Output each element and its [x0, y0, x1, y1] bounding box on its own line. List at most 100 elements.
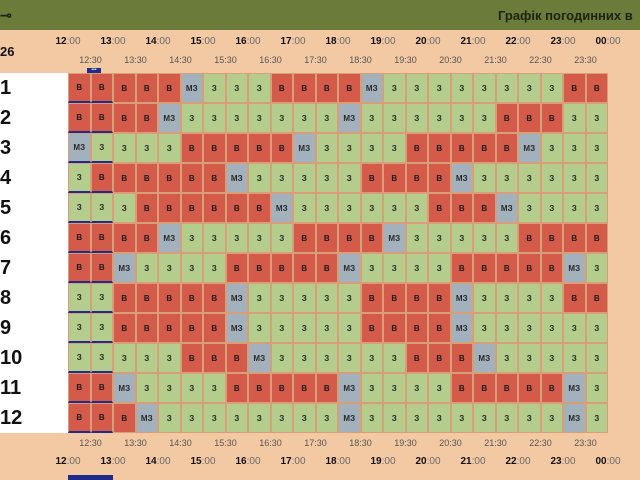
schedule-cell[interactable]: В	[270, 373, 293, 403]
schedule-cell[interactable]: З	[540, 133, 563, 163]
schedule-cell[interactable]: МЗ	[338, 403, 361, 433]
schedule-cell[interactable]: В	[135, 313, 158, 343]
schedule-cell[interactable]: З	[203, 73, 226, 103]
schedule-cell[interactable]: В	[135, 223, 158, 253]
schedule-cell[interactable]: З	[68, 163, 91, 193]
menu-icon[interactable]: ⊸	[0, 7, 12, 23]
schedule-cell[interactable]: МЗ	[135, 403, 158, 433]
schedule-cell[interactable]: В	[180, 283, 203, 313]
schedule-cell[interactable]: З	[450, 103, 473, 133]
schedule-cell[interactable]: В	[180, 193, 203, 223]
schedule-cell[interactable]: З	[68, 343, 91, 373]
schedule-cell[interactable]: В	[428, 343, 451, 373]
schedule-cell[interactable]: В	[68, 253, 91, 283]
schedule-cell[interactable]: МЗ	[450, 283, 473, 313]
schedule-cell[interactable]: МЗ	[113, 253, 136, 283]
schedule-cell[interactable]: З	[473, 103, 496, 133]
schedule-cell[interactable]: З	[135, 373, 158, 403]
schedule-cell[interactable]: МЗ	[338, 253, 361, 283]
schedule-cell[interactable]: В	[518, 253, 541, 283]
schedule-cell[interactable]: З	[585, 373, 608, 403]
schedule-cell[interactable]: З	[338, 193, 361, 223]
schedule-cell[interactable]: З	[473, 73, 496, 103]
schedule-cell[interactable]: В	[113, 103, 136, 133]
schedule-cell[interactable]: З	[540, 163, 563, 193]
schedule-cell[interactable]: В	[338, 73, 361, 103]
schedule-cell[interactable]: З	[180, 223, 203, 253]
schedule-cell[interactable]: МЗ	[293, 133, 316, 163]
schedule-cell[interactable]: З	[360, 253, 383, 283]
schedule-cell[interactable]: З	[450, 223, 473, 253]
schedule-cell[interactable]: З	[248, 403, 271, 433]
schedule-cell[interactable]: З	[293, 283, 316, 313]
schedule-cell[interactable]: З	[158, 253, 181, 283]
schedule-cell[interactable]: З	[585, 253, 608, 283]
schedule-cell[interactable]: З	[203, 103, 226, 133]
schedule-cell[interactable]: В	[450, 133, 473, 163]
schedule-cell[interactable]: З	[203, 373, 226, 403]
schedule-cell[interactable]: З	[405, 73, 428, 103]
schedule-cell[interactable]: В	[68, 103, 91, 133]
schedule-cell[interactable]: В	[585, 223, 608, 253]
schedule-cell[interactable]: В	[293, 73, 316, 103]
schedule-cell[interactable]: В	[135, 103, 158, 133]
schedule-cell[interactable]: В	[360, 223, 383, 253]
schedule-cell[interactable]: В	[158, 283, 181, 313]
schedule-cell[interactable]: В	[450, 373, 473, 403]
schedule-cell[interactable]: В	[68, 223, 91, 253]
schedule-cell[interactable]: З	[563, 313, 586, 343]
schedule-cell[interactable]: З	[315, 403, 338, 433]
schedule-cell[interactable]: В	[158, 163, 181, 193]
schedule-cell[interactable]: З	[360, 103, 383, 133]
schedule-cell[interactable]: МЗ	[113, 373, 136, 403]
schedule-cell[interactable]: З	[428, 253, 451, 283]
schedule-cell[interactable]: З	[158, 343, 181, 373]
schedule-cell[interactable]: З	[518, 343, 541, 373]
schedule-cell[interactable]: З	[383, 403, 406, 433]
schedule-cell[interactable]: З	[383, 103, 406, 133]
schedule-cell[interactable]: З	[315, 283, 338, 313]
schedule-cell[interactable]: В	[405, 343, 428, 373]
schedule-cell[interactable]: В	[383, 283, 406, 313]
schedule-cell[interactable]: МЗ	[225, 313, 248, 343]
schedule-cell[interactable]: З	[495, 163, 518, 193]
schedule-cell[interactable]: МЗ	[180, 73, 203, 103]
schedule-cell[interactable]: В	[90, 223, 113, 253]
schedule-cell[interactable]: З	[540, 283, 563, 313]
schedule-cell[interactable]: МЗ	[338, 103, 361, 133]
schedule-cell[interactable]: МЗ	[495, 193, 518, 223]
schedule-cell[interactable]: В	[270, 253, 293, 283]
schedule-cell[interactable]: З	[203, 403, 226, 433]
schedule-cell[interactable]: З	[135, 253, 158, 283]
schedule-cell[interactable]: З	[450, 403, 473, 433]
schedule-cell[interactable]: З	[540, 403, 563, 433]
schedule-cell[interactable]: З	[428, 373, 451, 403]
schedule-cell[interactable]: В	[180, 343, 203, 373]
schedule-cell[interactable]: З	[293, 103, 316, 133]
schedule-cell[interactable]: З	[270, 223, 293, 253]
schedule-cell[interactable]: З	[180, 253, 203, 283]
schedule-cell[interactable]: З	[293, 313, 316, 343]
schedule-cell[interactable]: З	[315, 313, 338, 343]
schedule-cell[interactable]: З	[315, 193, 338, 223]
schedule-cell[interactable]: МЗ	[563, 253, 586, 283]
schedule-cell[interactable]: В	[518, 223, 541, 253]
schedule-cell[interactable]: З	[428, 73, 451, 103]
schedule-cell[interactable]: З	[518, 283, 541, 313]
schedule-cell[interactable]: В	[248, 253, 271, 283]
schedule-cell[interactable]: З	[585, 403, 608, 433]
schedule-cell[interactable]: МЗ	[563, 373, 586, 403]
schedule-cell[interactable]: З	[338, 343, 361, 373]
schedule-cell[interactable]: З	[473, 283, 496, 313]
schedule-cell[interactable]: З	[495, 343, 518, 373]
schedule-cell[interactable]: МЗ	[338, 373, 361, 403]
schedule-cell[interactable]: В	[113, 163, 136, 193]
schedule-cell[interactable]: В	[225, 133, 248, 163]
schedule-cell[interactable]: В	[113, 223, 136, 253]
schedule-cell[interactable]: МЗ	[518, 133, 541, 163]
schedule-cell[interactable]: З	[315, 103, 338, 133]
schedule-cell[interactable]: В	[495, 373, 518, 403]
schedule-cell[interactable]: З	[248, 103, 271, 133]
schedule-cell[interactable]: З	[338, 163, 361, 193]
schedule-cell[interactable]: З	[68, 283, 91, 313]
